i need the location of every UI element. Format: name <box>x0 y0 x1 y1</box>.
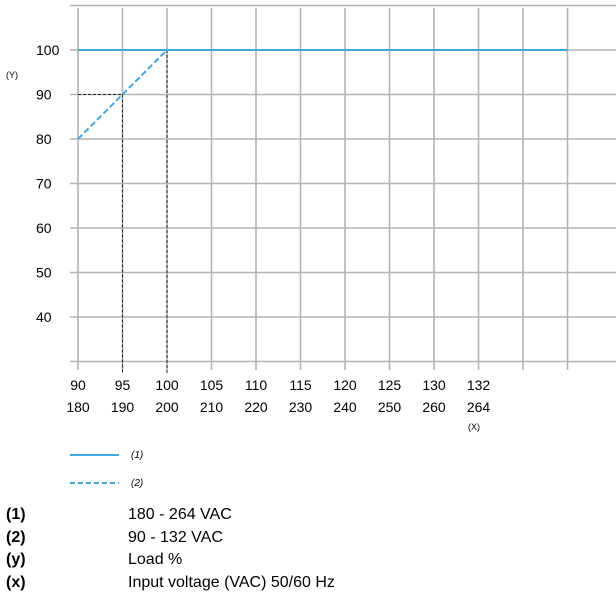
grid <box>70 4 616 370</box>
x-tick-label-bottom: 250 <box>378 399 402 415</box>
note-key: (2) <box>6 528 26 546</box>
y-tick-label: 50 <box>36 265 52 281</box>
derating-chart: 40 50 60 70 80 90 100 90 95 100 105 110 115 120 125 13… <box>6 4 616 489</box>
note-row: (2) 90 - 132 VAC <box>6 527 606 550</box>
x-tick-label-top: 125 <box>378 377 402 393</box>
note-key: (1) <box>6 506 26 523</box>
x-tick-label-bottom: 180 <box>66 399 90 415</box>
y-tick-label: 60 <box>36 220 52 236</box>
y-tick-label: 80 <box>36 131 52 147</box>
x-axis-tag: (X) <box>468 422 480 432</box>
y-tick-labels: 40 50 60 70 80 90 100 <box>36 42 60 325</box>
y-tick-label: 100 <box>36 42 60 58</box>
notes-list: (1) 180 - 264 VAC (2) 90 - 132 VAC (y) L… <box>6 504 606 594</box>
series-line-2 <box>77 49 168 140</box>
x-tick-label-bottom: 230 <box>289 399 313 415</box>
x-tick-label-top: 100 <box>155 377 179 393</box>
x-tick-label-bottom: 210 <box>200 399 224 415</box>
x-tick-label-top: 132 <box>467 377 491 393</box>
x-tick-label-top: 110 <box>245 377 268 393</box>
reference-lines <box>78 50 168 375</box>
x-tick-label-bottom: 240 <box>333 399 357 415</box>
x-tick-label-bottom: 260 <box>422 399 446 415</box>
x-tick-label-bottom: 220 <box>244 399 268 415</box>
x-tick-label-top: 95 <box>115 377 131 393</box>
note-row: (x) Input voltage (VAC) 50/60 Hz <box>6 572 606 595</box>
note-text: 90 - 132 VAC <box>128 528 223 546</box>
x-tick-label-top: 130 <box>422 377 446 393</box>
note-text: Input voltage (VAC) 50/60 Hz <box>128 573 335 591</box>
y-axis-tag: (Y) <box>6 70 18 80</box>
note-row: (y) Load % <box>6 549 606 572</box>
x-tick-label-top: 115 <box>289 377 312 393</box>
note-row: (1) 180 - 264 VAC <box>6 504 606 527</box>
y-tick-label: 40 <box>36 309 52 325</box>
note-key: (x) <box>6 573 26 591</box>
x-tick-label-bottom: 264 <box>467 399 491 415</box>
legend: (1) (2) <box>70 450 143 489</box>
note-key: (y) <box>6 551 26 568</box>
note-text: Load % <box>128 551 183 568</box>
y-tick-label: 70 <box>36 176 52 192</box>
x-tick-label-bottom: 190 <box>111 399 135 415</box>
note-text: 180 - 264 VAC <box>128 506 232 523</box>
x-tick-label-top: 105 <box>200 377 224 393</box>
legend-label-1: (1) <box>131 450 143 461</box>
x-tick-label-top: 120 <box>333 377 357 393</box>
series-group <box>77 49 568 140</box>
x-tick-label-top: 90 <box>70 377 86 393</box>
x-tick-labels: 90 95 100 105 110 115 120 125 130 132 180 190 200 210… <box>66 377 490 415</box>
y-tick-label: 90 <box>36 87 52 103</box>
legend-label-2: (2) <box>131 478 143 489</box>
x-tick-label-bottom: 200 <box>155 399 179 415</box>
